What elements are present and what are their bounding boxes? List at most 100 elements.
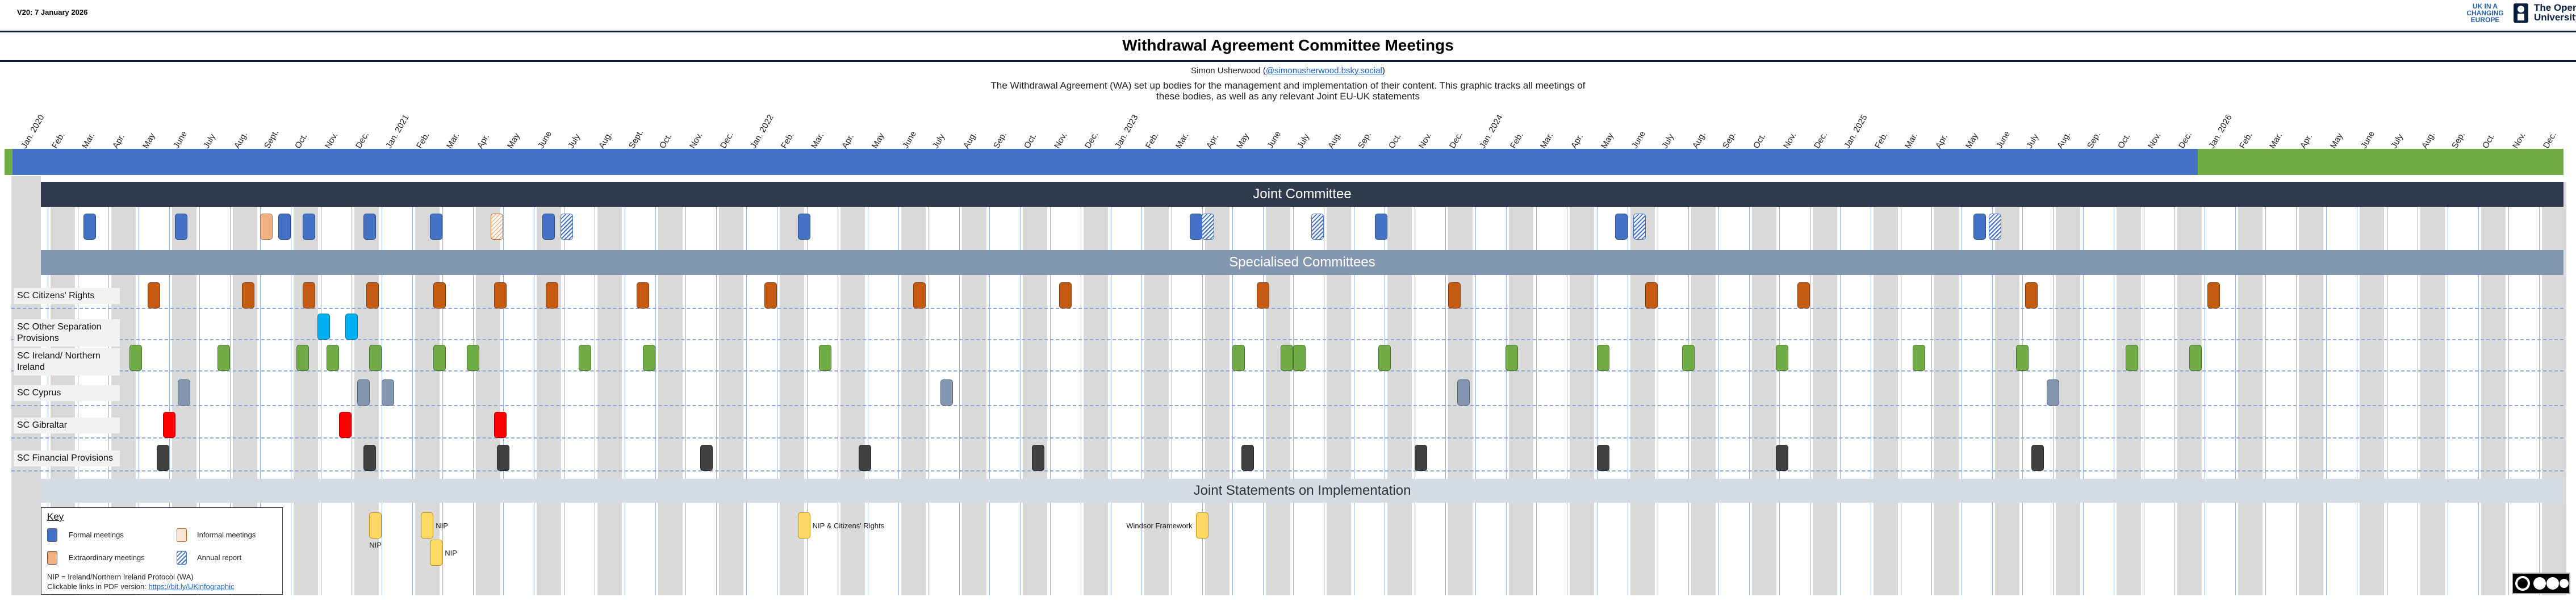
sc-meeting-citizens[interactable] bbox=[545, 282, 558, 308]
jc-meeting-formal[interactable] bbox=[174, 214, 187, 240]
month-label: Jan. 2020 bbox=[19, 112, 47, 151]
sc-meeting-ireland[interactable] bbox=[2125, 345, 2138, 371]
sc-meeting-citizens[interactable] bbox=[2207, 282, 2220, 308]
month-stripe bbox=[2177, 182, 2202, 595]
sc-meeting-cyprus[interactable] bbox=[357, 379, 370, 406]
author-link[interactable]: @simonusherwood.bsky.social bbox=[1265, 66, 1382, 76]
jc-meeting-formal[interactable] bbox=[302, 214, 315, 240]
sc-meeting-citizens[interactable] bbox=[1797, 282, 1810, 308]
sc-meeting-ireland[interactable] bbox=[1506, 345, 1519, 371]
month-stripe bbox=[961, 182, 986, 595]
sc-meeting-citizens[interactable] bbox=[1645, 282, 1658, 308]
sc-meeting-gibraltar[interactable] bbox=[162, 412, 175, 438]
jc-meeting-formal[interactable] bbox=[1189, 214, 1202, 240]
sc-meeting-citizens[interactable] bbox=[494, 282, 507, 308]
sc-meeting-citizens[interactable] bbox=[302, 282, 315, 308]
sc-meeting-financial[interactable] bbox=[497, 445, 509, 471]
month-separator bbox=[959, 182, 960, 595]
sc-meeting-cyprus[interactable] bbox=[940, 379, 954, 406]
sc-meeting-ireland[interactable] bbox=[217, 345, 230, 371]
sc-meeting-ireland[interactable] bbox=[1596, 345, 1609, 371]
sc-meeting-ireland[interactable] bbox=[1232, 345, 1245, 371]
sc-meeting-citizens[interactable] bbox=[366, 282, 379, 308]
sc-meeting-citizens[interactable] bbox=[1059, 282, 1072, 308]
jc-meeting-formal[interactable] bbox=[1375, 214, 1388, 240]
sc-meeting-ireland[interactable] bbox=[369, 345, 382, 371]
jc-meeting-formal[interactable] bbox=[430, 214, 443, 240]
joint-statement-marker[interactable] bbox=[421, 512, 434, 539]
jc-meeting-formal[interactable] bbox=[278, 214, 291, 240]
sc-meeting-cyprus[interactable] bbox=[381, 379, 394, 406]
sc-meeting-ireland[interactable] bbox=[1281, 345, 1294, 371]
key-link-url[interactable]: https://bit.ly/UKinfographic bbox=[148, 582, 235, 591]
sc-meeting-citizens[interactable] bbox=[764, 282, 777, 308]
month-label: Nov. bbox=[1782, 131, 1799, 151]
jc-meeting-formal[interactable] bbox=[542, 214, 555, 240]
sc-meeting-ireland[interactable] bbox=[433, 345, 446, 371]
month-stripe bbox=[1569, 182, 1594, 595]
sc-meeting-ireland[interactable] bbox=[1378, 345, 1391, 371]
sc-meeting-ireland[interactable] bbox=[1682, 345, 1695, 371]
sc-meeting-financial[interactable] bbox=[2031, 445, 2044, 471]
joint-statement-marker[interactable] bbox=[369, 512, 382, 539]
sc-meeting-ireland[interactable] bbox=[466, 345, 479, 371]
sc-meeting-financial[interactable] bbox=[156, 445, 169, 471]
sc-meeting-ireland[interactable] bbox=[2189, 345, 2202, 371]
sc-meeting-citizens[interactable] bbox=[637, 282, 650, 308]
jc-meeting-annual[interactable] bbox=[1202, 214, 1215, 240]
joint-statement-marker[interactable] bbox=[1195, 512, 1208, 539]
sc-meeting-ireland[interactable] bbox=[1776, 345, 1789, 371]
jc-meeting-informal[interactable] bbox=[491, 214, 504, 240]
sc-meeting-financial[interactable] bbox=[363, 445, 376, 471]
jc-meeting-annual[interactable] bbox=[561, 214, 574, 240]
sc-meeting-citizens[interactable] bbox=[1448, 282, 1461, 308]
jc-meeting-formal[interactable] bbox=[83, 214, 97, 240]
jc-meeting-annual[interactable] bbox=[1311, 214, 1324, 240]
sc-meeting-cyprus[interactable] bbox=[1457, 379, 1470, 406]
sc-meeting-ireland[interactable] bbox=[579, 345, 592, 371]
jc-meeting-formal[interactable] bbox=[1973, 214, 1987, 240]
sc-meeting-ireland[interactable] bbox=[327, 345, 340, 371]
sc-meeting-ireland[interactable] bbox=[1293, 345, 1306, 371]
sc-meeting-citizens[interactable] bbox=[241, 282, 254, 308]
jc-meeting-extraordinary[interactable] bbox=[260, 214, 273, 240]
sc-meeting-ireland[interactable] bbox=[819, 345, 832, 371]
sc-meeting-financial[interactable] bbox=[1596, 445, 1609, 471]
month-label: Oct. bbox=[2115, 132, 2132, 151]
sc-meeting-ireland[interactable] bbox=[2016, 345, 2029, 371]
jc-meeting-annual[interactable] bbox=[1988, 214, 2001, 240]
jc-meeting-annual[interactable] bbox=[1633, 214, 1646, 240]
sc-meeting-citizens[interactable] bbox=[433, 282, 446, 308]
sc-meeting-ireland[interactable] bbox=[642, 345, 655, 371]
sc-meeting-financial[interactable] bbox=[858, 445, 871, 471]
sc-meeting-other_sep[interactable] bbox=[317, 314, 331, 340]
month-label: May bbox=[505, 131, 522, 151]
sc-meeting-financial[interactable] bbox=[700, 445, 713, 471]
month-separator bbox=[2235, 182, 2236, 595]
sc-meeting-citizens[interactable] bbox=[1256, 282, 1269, 308]
sc-meeting-ireland[interactable] bbox=[129, 345, 142, 371]
sc-meeting-financial[interactable] bbox=[1414, 445, 1427, 471]
sc-meeting-gibraltar[interactable] bbox=[338, 412, 352, 438]
month-label: Sept. bbox=[627, 128, 646, 151]
sc-meeting-other_sep[interactable] bbox=[345, 314, 358, 340]
month-separator bbox=[1232, 182, 1233, 595]
sc-meeting-financial[interactable] bbox=[1031, 445, 1044, 471]
jc-meeting-formal[interactable] bbox=[1615, 214, 1628, 240]
sc-meeting-ireland[interactable] bbox=[1913, 345, 1926, 371]
sc-meeting-citizens[interactable] bbox=[913, 282, 926, 308]
joint-statement-marker[interactable] bbox=[430, 540, 443, 566]
jc-meeting-formal[interactable] bbox=[363, 214, 376, 240]
sc-meeting-cyprus[interactable] bbox=[178, 379, 191, 406]
sc-meeting-citizens[interactable] bbox=[2025, 282, 2038, 308]
sc-meeting-financial[interactable] bbox=[1241, 445, 1254, 471]
jc-meeting-formal[interactable] bbox=[797, 214, 810, 240]
sc-meeting-cyprus[interactable] bbox=[2046, 379, 2059, 406]
sc-meeting-financial[interactable] bbox=[1776, 445, 1789, 471]
joint-statement-marker[interactable] bbox=[797, 512, 810, 539]
sc-meeting-ireland[interactable] bbox=[296, 345, 309, 371]
month-label: Oct. bbox=[292, 132, 309, 151]
month-label: Jan. 2022 bbox=[748, 112, 776, 151]
sc-meeting-gibraltar[interactable] bbox=[494, 412, 507, 438]
sc-meeting-citizens[interactable] bbox=[147, 282, 160, 308]
